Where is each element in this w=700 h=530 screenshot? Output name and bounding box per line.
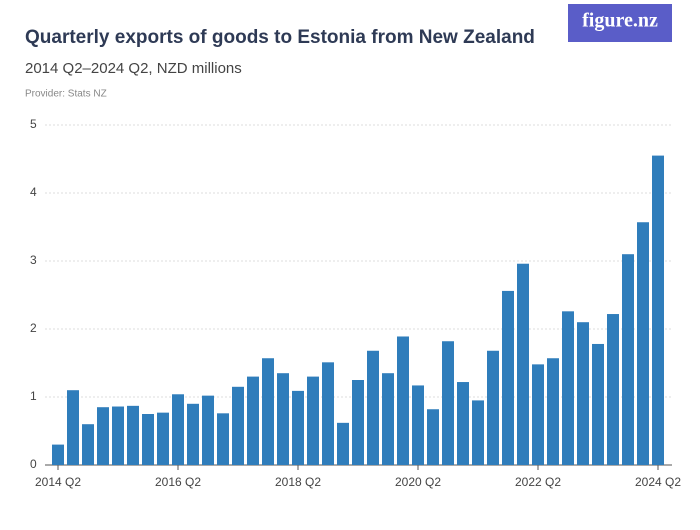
y-tick-label: 1	[30, 389, 37, 403]
bar	[52, 444, 64, 465]
bar	[352, 380, 364, 465]
y-tick-label: 2	[30, 321, 37, 335]
bar	[412, 385, 424, 465]
x-tick-label: 2024 Q2	[635, 475, 681, 489]
bar	[97, 407, 109, 465]
logo: figure.nz	[582, 10, 658, 32]
x-tick-label: 2022 Q2	[515, 475, 561, 489]
y-tick-label: 5	[30, 117, 37, 131]
bar	[652, 155, 664, 465]
chart-subtitle: 2014 Q2–2024 Q2, NZD millions	[25, 60, 242, 77]
bar	[277, 373, 289, 465]
bar	[112, 406, 124, 465]
bar	[322, 362, 334, 465]
bar	[172, 394, 184, 465]
bar	[622, 254, 634, 465]
x-tick-label: 2020 Q2	[395, 475, 441, 489]
bar	[187, 403, 199, 465]
bar	[487, 350, 499, 465]
chart-title: Quarterly exports of goods to Estonia fr…	[25, 27, 535, 48]
bar	[337, 422, 349, 465]
bar	[547, 358, 559, 465]
x-tick-label: 2014 Q2	[35, 475, 81, 489]
bar	[532, 364, 544, 465]
bar	[562, 311, 574, 465]
bar	[367, 350, 379, 465]
bar	[397, 336, 409, 465]
bar	[442, 341, 454, 465]
bar	[82, 424, 94, 465]
bar	[142, 414, 154, 465]
bar	[457, 382, 469, 465]
bar	[202, 395, 214, 465]
bar	[517, 263, 529, 465]
bar	[637, 222, 649, 465]
bar	[307, 376, 319, 465]
bar	[232, 386, 244, 465]
x-tick-label: 2016 Q2	[155, 475, 201, 489]
bar	[382, 373, 394, 465]
bar	[502, 290, 514, 465]
bar	[127, 405, 139, 465]
y-tick-label: 0	[30, 457, 37, 471]
bar	[607, 314, 619, 465]
bar	[427, 409, 439, 465]
bar	[472, 400, 484, 465]
y-tick-label: 3	[30, 253, 37, 267]
bar	[262, 358, 274, 465]
bar	[592, 343, 604, 465]
x-tick-label: 2018 Q2	[275, 475, 321, 489]
bar	[292, 390, 304, 465]
logo-box	[568, 4, 672, 42]
bar	[577, 322, 589, 465]
source: Provider: Stats NZ	[25, 89, 107, 100]
bar	[247, 376, 259, 465]
bar	[217, 413, 229, 465]
y-tick-label: 4	[30, 185, 37, 199]
bar	[157, 412, 169, 465]
bar	[67, 390, 79, 465]
